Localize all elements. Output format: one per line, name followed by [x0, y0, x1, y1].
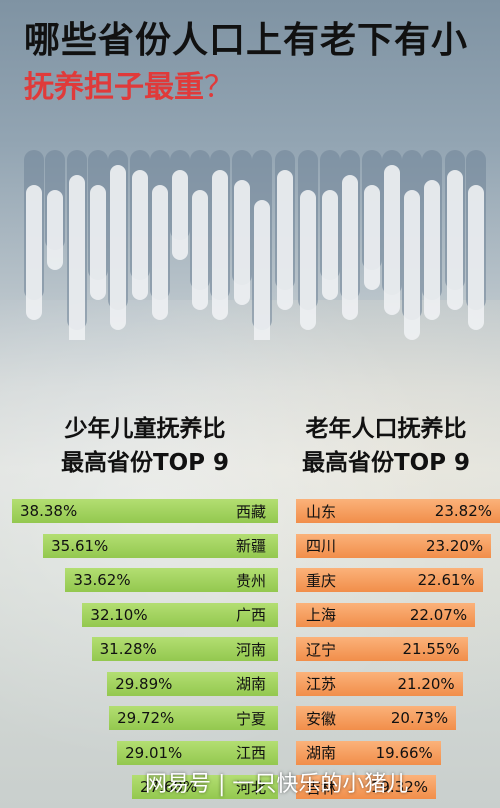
- elderly-bar-province: 安徽: [306, 709, 337, 728]
- youth-bar-province: 新疆: [235, 537, 266, 555]
- youth-bar-value: 33.62%: [73, 571, 131, 589]
- elderly-bar: 重庆 22.61%: [296, 568, 483, 592]
- decorative-bar: [110, 165, 126, 330]
- elderly-bar-value: 23.20%: [425, 536, 484, 555]
- youth-bar-province: 河南: [235, 640, 266, 659]
- youth-bar: 38.38% 西藏: [12, 499, 278, 523]
- elderly-bar-province: 山东: [306, 502, 337, 521]
- decorative-bar: [212, 170, 228, 320]
- decorative-bar: [234, 180, 250, 305]
- decorative-bar: [172, 170, 188, 260]
- elderly-bar: 安徽 20.73%: [296, 706, 457, 730]
- decorative-bar: [322, 190, 338, 300]
- elderly-chart-heading-line1: 老年人口抚养比: [305, 416, 467, 442]
- decorative-bar: [69, 175, 85, 340]
- decorative-bar: [364, 185, 380, 290]
- elderly-bar: 吉林 19.32%: [296, 775, 436, 799]
- decorative-bar: [47, 190, 63, 270]
- elderly-bar: 湖南 19.66%: [296, 740, 441, 765]
- youth-bar: 31.28% 河南: [91, 637, 278, 661]
- youth-bar-value: 29.89%: [115, 674, 173, 693]
- decorative-bar: [468, 185, 484, 330]
- elderly-bar: 四川 23.20%: [296, 533, 492, 558]
- elderly-bar-province: 四川: [306, 537, 337, 555]
- youth-bar: 29.01% 江西: [117, 740, 278, 765]
- youth-bar-province: 广西: [235, 606, 266, 624]
- elderly-chart-heading-line2: 最高省份TOP 9: [301, 450, 471, 476]
- youth-bar-value: 29.72%: [117, 709, 175, 727]
- page-subtitle-text: 抚养担子最重: [24, 70, 204, 105]
- youth-bar: 32.10% 广西: [82, 602, 278, 627]
- youth-bar: 29.72% 宁夏: [109, 706, 278, 730]
- youth-bar-value: 35.61%: [51, 536, 109, 555]
- youth-bar-value: 31.28%: [99, 640, 157, 658]
- title-block: 哪些省份人口上有老下有小 抚养担子最重？: [24, 18, 484, 108]
- elderly-bar-value: 21.20%: [397, 674, 455, 693]
- page-title: 哪些省份人口上有老下有小: [24, 20, 469, 61]
- youth-bar: 35.61% 新疆: [43, 533, 278, 558]
- elderly-bar-province: 吉林: [306, 778, 337, 797]
- youth-chart-heading: 少年儿童抚养比 最高省份TOP 9: [40, 412, 250, 480]
- elderly-bar-value: 22.07%: [409, 605, 468, 624]
- decorative-bar: [447, 170, 463, 310]
- elderly-bar-province: 江苏: [306, 675, 337, 693]
- elderly-bar-province: 重庆: [306, 571, 337, 590]
- elderly-bar-value: 22.61%: [417, 571, 475, 589]
- decorative-bar: [254, 200, 270, 340]
- decorative-bar: [424, 180, 440, 320]
- decorative-bar: [90, 185, 106, 300]
- decorative-bar: [342, 175, 358, 320]
- elderly-bar: 辽宁 21.55%: [296, 637, 468, 661]
- youth-bar-value: 27.68%: [140, 778, 198, 796]
- elderly-bar-value: 21.55%: [402, 640, 460, 658]
- decorative-bar: [384, 165, 400, 315]
- decorative-bar: [152, 185, 168, 320]
- elderly-bar-province: 上海: [306, 606, 337, 624]
- elderly-bar-value: 23.82%: [434, 502, 492, 520]
- decorative-bar: [300, 190, 316, 330]
- elderly-bar-province: 湖南: [306, 744, 337, 762]
- youth-bar-province: 河北: [235, 778, 266, 797]
- youth-bar: 29.89% 湖南: [107, 671, 278, 696]
- elderly-bar-value: 20.73%: [390, 709, 449, 727]
- youth-bar: 33.62% 贵州: [65, 568, 278, 592]
- youth-bar: 27.68% 河北: [132, 775, 278, 799]
- elderly-bar: 江苏 21.20%: [296, 671, 463, 696]
- decorative-bar: [277, 170, 293, 310]
- youth-bar-province: 江西: [235, 744, 266, 762]
- youth-chart-heading-line2: 最高省份TOP 9: [60, 450, 230, 476]
- decorative-bar: [404, 190, 420, 340]
- elderly-bar-province: 辽宁: [306, 640, 337, 659]
- question-mark: ？: [204, 70, 234, 105]
- elderly-bar: 山东 23.82%: [296, 499, 500, 523]
- decorative-bar: [192, 190, 208, 310]
- decorative-bar: [132, 170, 148, 300]
- youth-bar-value: 38.38%: [20, 502, 78, 520]
- elderly-bar-value: 19.66%: [375, 743, 433, 762]
- youth-bar-province: 贵州: [235, 571, 266, 590]
- youth-bar-value: 29.01%: [125, 743, 183, 762]
- watermark: 网易号 | 一只快乐的小猪儿: [145, 772, 409, 797]
- elderly-bar-value: 19.32%: [370, 778, 428, 796]
- youth-chart-heading-line1: 少年儿童抚养比: [64, 416, 226, 442]
- youth-bar-value: 32.10%: [90, 605, 148, 624]
- youth-bar-province: 西藏: [235, 502, 266, 521]
- youth-bar-province: 宁夏: [235, 709, 266, 728]
- decorative-bars: [24, 150, 486, 340]
- elderly-bar: 上海 22.07%: [296, 602, 476, 627]
- decorative-bar: [26, 185, 42, 320]
- page-subtitle: 抚养担子最重？: [24, 68, 484, 108]
- elderly-chart-heading: 老年人口抚养比 最高省份TOP 9: [286, 412, 486, 480]
- youth-bar-province: 湖南: [235, 675, 266, 693]
